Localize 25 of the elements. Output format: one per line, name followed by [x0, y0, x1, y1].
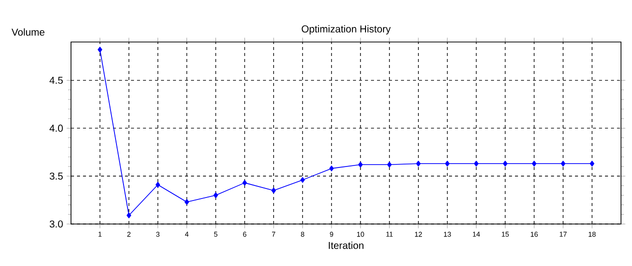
- y-tick-label: 3.0: [50, 220, 63, 228]
- point: [445, 160, 450, 167]
- point: [242, 180, 247, 186]
- point: [358, 162, 363, 168]
- point: [213, 192, 218, 198]
- point: [532, 160, 536, 167]
- point: [560, 160, 566, 167]
- point: [474, 160, 479, 167]
- point: [329, 166, 334, 172]
- point: [156, 182, 160, 188]
- y-tick-label: 4.5: [50, 76, 63, 84]
- y-axis-title: Volume: [12, 28, 44, 36]
- point: [502, 160, 508, 167]
- x-axis-title: Iteration: [328, 242, 364, 249]
- point: [300, 177, 305, 183]
- point: [416, 160, 421, 167]
- y-tick-label: 4.0: [50, 124, 63, 132]
- chart-title: Optimization History: [302, 25, 391, 34]
- point: [271, 188, 276, 194]
- point: [590, 160, 594, 167]
- y-tick-label: 3.5: [50, 172, 63, 180]
- point: [184, 199, 190, 205]
- point: [387, 162, 392, 168]
- point: [98, 46, 102, 53]
- point: [126, 212, 132, 218]
